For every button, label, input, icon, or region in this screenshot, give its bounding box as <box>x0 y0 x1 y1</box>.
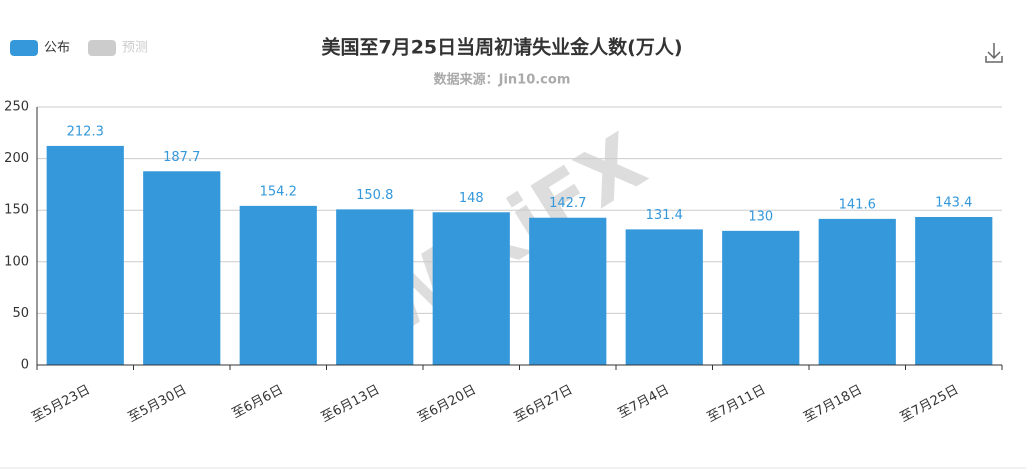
legend-swatch <box>10 40 38 56</box>
y-tick-label: 0 <box>21 358 29 373</box>
x-tick-label: 至5月30日 <box>126 382 189 425</box>
x-tick-label: 至7月25日 <box>898 382 961 425</box>
y-tick-label: 50 <box>12 306 29 321</box>
x-tick-label: 至7月11日 <box>705 382 768 425</box>
download-glyph <box>985 43 1003 63</box>
download-icon[interactable] <box>985 43 1003 63</box>
bar <box>722 230 800 365</box>
x-tick-label: 至6月6日 <box>230 382 286 421</box>
bar <box>46 145 124 365</box>
y-tick-label: 200 <box>4 151 29 166</box>
bar <box>818 218 896 365</box>
x-tick-label: 至7月18日 <box>801 382 864 425</box>
bar <box>336 209 414 365</box>
x-tick-label: 至6月20日 <box>415 382 478 425</box>
chart-title: 美国至7月25日当周初请失业金人数(万人) <box>321 36 682 59</box>
value-label: 187.7 <box>163 150 200 165</box>
y-tick-label: 250 <box>4 100 29 115</box>
legend-label: 预测 <box>122 41 148 56</box>
bar <box>915 217 993 365</box>
value-label: 131.4 <box>646 208 683 223</box>
value-label: 141.6 <box>839 197 876 212</box>
legend-swatch <box>88 40 116 56</box>
value-label: 143.4 <box>935 196 972 211</box>
value-label: 142.7 <box>549 196 586 211</box>
x-tick-label: 至6月27日 <box>512 382 575 425</box>
value-label: 150.8 <box>356 188 393 203</box>
legend-label: 公布 <box>44 41 70 56</box>
value-label: 212.3 <box>67 124 104 139</box>
y-tick-label: 100 <box>4 254 29 269</box>
bar <box>529 217 607 365</box>
chart-subtitle: 数据来源：Jin10.com <box>434 72 571 88</box>
x-tick-label: 至5月23日 <box>29 382 92 425</box>
x-tick-label: 至7月4日 <box>616 382 672 421</box>
value-label: 154.2 <box>260 184 297 199</box>
bar <box>625 229 703 365</box>
bar <box>432 212 510 365</box>
x-tick-label: 至6月13日 <box>319 382 382 425</box>
value-label: 130 <box>748 209 773 224</box>
value-label: 148 <box>459 191 484 206</box>
bar <box>143 171 221 365</box>
y-tick-label: 150 <box>4 203 29 218</box>
bar <box>239 205 317 365</box>
